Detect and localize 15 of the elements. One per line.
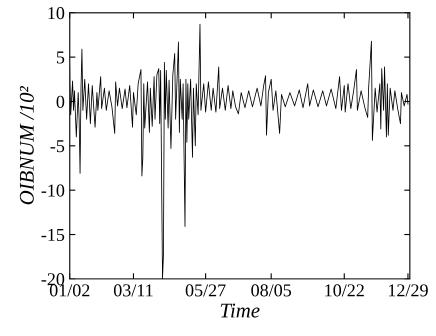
y-axis-title: OIBNUM /10² [20,86,34,204]
x-tick-label: 03/11 [114,284,153,296]
x-tick-label: 01/02 [50,284,90,296]
x-tick-label: 05/27 [186,284,226,296]
y-tick-label: -20 [42,273,64,286]
x-axis-title: Time [220,304,260,318]
x-tick-label: 12/29 [388,284,428,296]
y-tick-label: 10 [48,7,64,20]
y-tick-label: 0 [56,96,64,108]
x-tick-label: 08/05 [251,284,292,296]
x-tick-label: 10/22 [325,284,364,296]
y-tick-label: -5 [50,140,64,152]
y-tick-label: -10 [42,184,64,197]
y-tick-label: -15 [42,228,64,241]
y-tick-label: 5 [56,52,64,64]
